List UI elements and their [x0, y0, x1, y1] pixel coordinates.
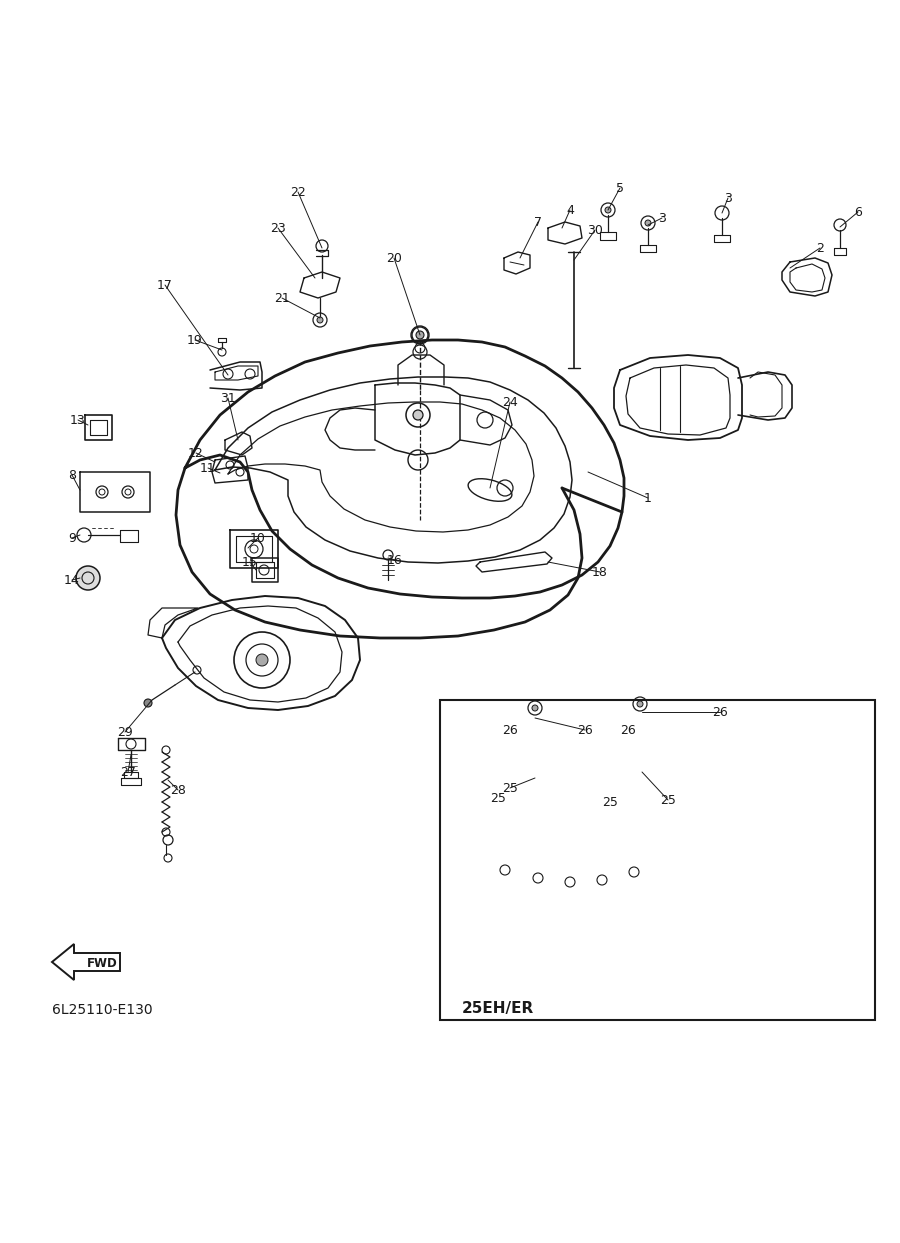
Circle shape — [317, 317, 323, 323]
Text: 31: 31 — [220, 392, 236, 404]
Text: 26: 26 — [502, 723, 518, 737]
Circle shape — [256, 654, 268, 666]
Polygon shape — [52, 943, 120, 979]
Circle shape — [645, 220, 651, 226]
Text: 11: 11 — [200, 461, 216, 475]
Text: 8: 8 — [68, 469, 76, 481]
Text: 26: 26 — [620, 723, 636, 737]
Circle shape — [605, 208, 611, 213]
Bar — [440, 700, 875, 1021]
Text: 3: 3 — [724, 191, 732, 205]
Text: 25: 25 — [602, 796, 618, 808]
Text: 20: 20 — [386, 251, 402, 265]
Text: FWD: FWD — [86, 957, 117, 970]
Text: 30: 30 — [587, 224, 603, 236]
Text: 27: 27 — [120, 766, 136, 778]
Text: 21: 21 — [274, 292, 290, 305]
Text: 18: 18 — [592, 566, 608, 578]
Circle shape — [532, 705, 538, 711]
Circle shape — [76, 566, 100, 590]
Text: 24: 24 — [502, 395, 518, 409]
Text: 25EH/ER: 25EH/ER — [462, 1001, 535, 1016]
Circle shape — [416, 331, 424, 339]
Text: 23: 23 — [270, 221, 286, 235]
Text: 10: 10 — [250, 532, 266, 544]
Text: 29: 29 — [117, 726, 133, 738]
Text: 1: 1 — [644, 491, 652, 505]
Text: 2: 2 — [816, 241, 824, 255]
Text: 6: 6 — [854, 205, 862, 219]
Text: 12: 12 — [188, 446, 204, 460]
Text: 16: 16 — [387, 553, 403, 567]
Text: 7: 7 — [534, 215, 542, 229]
Text: 14: 14 — [64, 573, 80, 587]
Text: 22: 22 — [290, 185, 306, 199]
Text: 28: 28 — [170, 783, 186, 797]
Text: 3: 3 — [658, 211, 666, 225]
Text: 26: 26 — [577, 723, 593, 737]
Circle shape — [144, 699, 152, 707]
Text: 17: 17 — [158, 278, 173, 292]
Text: 25: 25 — [491, 792, 506, 804]
Text: 13: 13 — [70, 414, 86, 426]
Text: 6L25110-E130: 6L25110-E130 — [52, 1003, 153, 1017]
Circle shape — [413, 410, 423, 420]
Text: 9: 9 — [68, 532, 76, 544]
Text: 25: 25 — [660, 793, 676, 807]
Text: 19: 19 — [187, 333, 202, 347]
Circle shape — [637, 701, 643, 707]
Text: 4: 4 — [566, 204, 574, 216]
Text: 26: 26 — [712, 706, 728, 718]
Text: 15: 15 — [242, 556, 258, 568]
Text: 5: 5 — [616, 181, 624, 194]
Text: 25: 25 — [502, 782, 518, 794]
